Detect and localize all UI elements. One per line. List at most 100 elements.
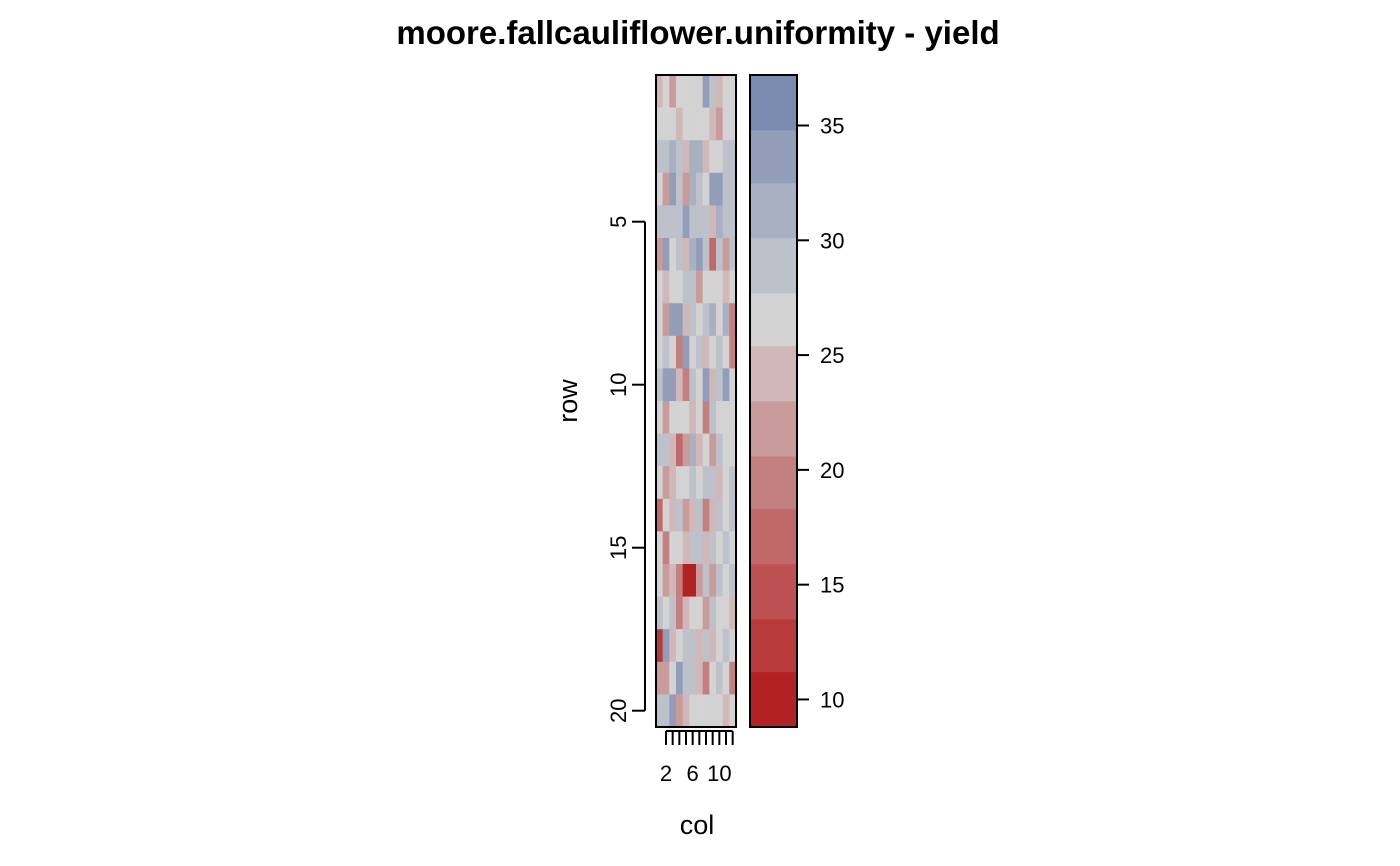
heatmap-cell <box>722 270 730 304</box>
heatmap-cell <box>716 75 723 108</box>
heatmap-cell <box>662 303 670 337</box>
heatmap-cell <box>722 303 730 337</box>
heatmap-cell <box>656 368 663 402</box>
heatmap-cell <box>729 303 737 337</box>
y-tick-label: 5 <box>606 216 631 228</box>
legend-color-bin <box>750 293 797 347</box>
heatmap-cell <box>682 661 690 695</box>
heatmap-cell <box>729 368 737 402</box>
heatmap-cell <box>696 303 703 337</box>
heatmap-cell <box>722 172 730 206</box>
heatmap-cell <box>656 401 663 434</box>
heatmap-cell <box>702 107 710 141</box>
heatmap-cell <box>702 270 710 304</box>
heatmap-cell <box>689 140 697 174</box>
heatmap-cell <box>689 629 697 663</box>
heatmap-cell <box>702 75 710 108</box>
heatmap-cell <box>682 140 690 174</box>
heatmap-cell <box>656 629 663 663</box>
heatmap-cell <box>656 661 663 695</box>
legend-color-bin <box>750 671 797 728</box>
legend-color-bin <box>750 75 797 131</box>
heatmap-cell <box>689 75 697 108</box>
heatmap-cell <box>702 531 710 565</box>
heatmap-cell <box>689 531 697 565</box>
heatmap-cell <box>662 335 670 369</box>
heatmap-cell <box>716 205 723 239</box>
heatmap-cell <box>696 531 703 565</box>
legend-color-bin <box>750 564 797 620</box>
heatmap-cell <box>656 433 663 467</box>
heatmap-cell <box>696 172 703 206</box>
heatmap-cell <box>722 596 730 630</box>
heatmap-cell <box>676 368 683 402</box>
heatmap-cell <box>656 466 663 500</box>
heatmap-cell <box>696 433 703 467</box>
heatmap-cell <box>676 107 683 141</box>
heatmap-cell <box>729 107 737 141</box>
heatmap-cell <box>729 172 737 206</box>
heatmap-cell <box>662 238 670 271</box>
heatmap-cell <box>662 433 670 467</box>
heatmap-cell <box>682 596 690 630</box>
heatmap-cell <box>729 270 737 304</box>
heatmap-cell <box>669 466 677 500</box>
heatmap-cell <box>696 368 703 402</box>
x-tick-label: 6 <box>687 761 699 786</box>
heatmap-cells <box>656 75 737 728</box>
heatmap-cell <box>676 401 683 434</box>
heatmap-cell <box>676 172 683 206</box>
heatmap-cell <box>669 172 677 206</box>
heatmap-cell <box>662 661 670 695</box>
legend-color-bin <box>750 182 797 239</box>
y-tick-label: 20 <box>606 698 631 722</box>
heatmap-cell <box>689 270 697 304</box>
heatmap-cell <box>722 498 730 532</box>
heatmap-cell <box>656 75 663 108</box>
heatmap-cell <box>709 303 717 337</box>
heatmap-cell <box>689 107 697 141</box>
heatmap-cell <box>696 107 703 141</box>
color-legend <box>750 75 797 728</box>
heatmap-cell <box>669 303 677 337</box>
heatmap-cell <box>662 172 670 206</box>
heatmap-cell <box>662 596 670 630</box>
heatmap-cell <box>722 107 730 141</box>
heatmap-cell <box>716 433 723 467</box>
heatmap-cell <box>722 401 730 434</box>
heatmap-cell <box>689 238 697 271</box>
color-legend-axis: 10 15 20 25 30 35 <box>797 114 844 712</box>
heatmap-cell <box>662 531 670 565</box>
heatmap-cell <box>716 368 723 402</box>
heatmap-cell <box>669 596 677 630</box>
heatmap-cell <box>682 466 690 500</box>
heatmap-cell <box>676 238 683 271</box>
heatmap-cell <box>689 303 697 337</box>
heatmap-cell <box>709 107 717 141</box>
heatmap-cell <box>702 205 710 239</box>
heatmap-cell <box>722 564 730 597</box>
legend-color-bin <box>750 130 797 184</box>
heatmap-cell <box>662 140 670 174</box>
heatmap-cell <box>689 498 697 532</box>
x-tick-label: 10 <box>707 761 731 786</box>
heatmap-cell <box>729 75 737 108</box>
legend-color-bin <box>750 238 797 294</box>
heatmap-cell <box>729 694 737 728</box>
heatmap-cell <box>729 238 737 271</box>
heatmap-cell <box>696 661 703 695</box>
x-axis-label: col <box>680 810 715 840</box>
y-axis: 5 10 15 20 <box>606 216 646 723</box>
heatmap-cell <box>696 75 703 108</box>
heatmap-cell <box>729 401 737 434</box>
heatmap-cell <box>662 694 670 728</box>
heatmap-cell <box>716 596 723 630</box>
legend-tick-label: 10 <box>820 687 844 712</box>
heatmap-cell <box>676 270 683 304</box>
heatmap-cell <box>709 172 717 206</box>
heatmap-cell <box>729 629 737 663</box>
heatmap-cell <box>669 531 677 565</box>
heatmap-cell <box>702 368 710 402</box>
heatmap-cell <box>682 564 690 597</box>
